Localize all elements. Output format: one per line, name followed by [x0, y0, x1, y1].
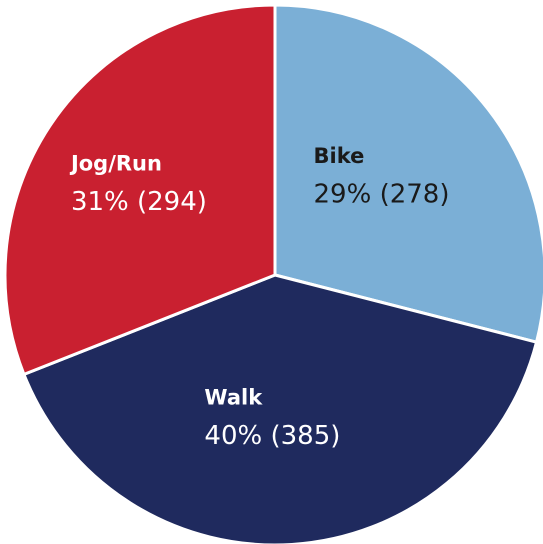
pie-slice — [22, 273, 539, 544]
pie-slice — [273, 3, 543, 344]
value-label: 40% (385) — [204, 421, 340, 451]
value-label: 31% (294) — [71, 187, 207, 217]
value-label: 29% (278) — [314, 180, 450, 210]
slice-label: Bike — [314, 144, 365, 168]
slice-label: Walk — [204, 386, 263, 410]
pie-slice — [3, 3, 277, 376]
slice-label: Jog/Run — [69, 152, 162, 176]
